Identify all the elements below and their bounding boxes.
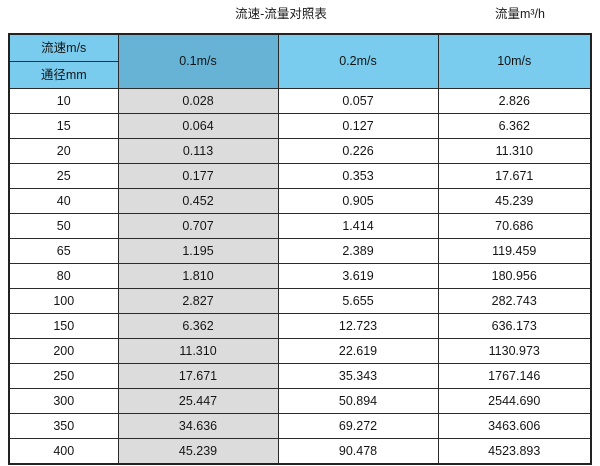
- cell-flow-0.1: 34.636: [117, 413, 279, 439]
- cell-flow-0.2: 0.905: [277, 188, 439, 214]
- table-row: 25 0.177 0.353 17.671: [8, 163, 592, 189]
- corner-header-diameter-label: 通径mm: [8, 61, 119, 89]
- cell-flow-10: 2.826: [437, 88, 592, 114]
- cell-flow-0.2: 3.619: [277, 263, 439, 289]
- corner-header-velocity-label: 流速m/s: [8, 33, 119, 62]
- table-row: 40 0.452 0.905 45.239: [8, 188, 592, 214]
- cell-flow-10: 6.362: [437, 113, 592, 139]
- cell-flow-0.1: 0.028: [117, 88, 279, 114]
- column-header-0: 0.1m/s: [117, 33, 279, 89]
- cell-diameter: 10: [8, 88, 119, 114]
- cell-flow-0.1: 0.707: [117, 213, 279, 239]
- cell-flow-0.2: 1.414: [277, 213, 439, 239]
- cell-flow-0.2: 0.226: [277, 138, 439, 164]
- cell-flow-0.2: 12.723: [277, 313, 439, 339]
- cell-flow-10: 4523.893: [437, 438, 592, 465]
- cell-flow-0.1: 1.810: [117, 263, 279, 289]
- cell-flow-0.2: 2.389: [277, 238, 439, 264]
- header-row-bottom: 通径mm: [8, 61, 591, 89]
- table-row: 50 0.707 1.414 70.686: [8, 213, 592, 239]
- cell-flow-0.1: 25.447: [117, 388, 279, 414]
- flow-velocity-table: 流速m/s 0.1m/s 0.2m/s 10m/s 通径mm 10 0.028 …: [8, 33, 592, 465]
- cell-flow-10: 636.173: [437, 313, 592, 339]
- table-row: 250 17.671 35.343 1767.146: [8, 363, 592, 389]
- cell-flow-0.1: 2.827: [117, 288, 279, 314]
- table-row: 150 6.362 12.723 636.173: [8, 313, 592, 339]
- table-row: 400 45.239 90.478 4523.893: [8, 438, 592, 465]
- table-row: 100 2.827 5.655 282.743: [8, 288, 592, 314]
- table-row: 10 0.028 0.057 2.826: [8, 88, 592, 114]
- cell-diameter: 400: [8, 438, 119, 465]
- cell-diameter: 15: [8, 113, 119, 139]
- cell-diameter: 250: [8, 363, 119, 389]
- table-row: 65 1.195 2.389 119.459: [8, 238, 592, 264]
- page-title: 流速-流量对照表: [235, 7, 327, 21]
- table-row: 80 1.810 3.619 180.956: [8, 263, 592, 289]
- cell-diameter: 25: [8, 163, 119, 189]
- caption-strip: 流速-流量对照表 流量m³/h: [0, 0, 600, 33]
- cell-diameter: 20: [8, 138, 119, 164]
- cell-flow-0.1: 1.195: [117, 238, 279, 264]
- flow-unit-label: 流量m³/h: [494, 7, 545, 21]
- cell-flow-0.2: 22.619: [277, 338, 439, 364]
- cell-flow-0.2: 0.353: [277, 163, 439, 189]
- cell-flow-0.2: 90.478: [277, 438, 439, 465]
- cell-flow-0.2: 35.343: [277, 363, 439, 389]
- cell-diameter: 350: [8, 413, 119, 439]
- cell-diameter: 300: [8, 388, 119, 414]
- cell-flow-0.1: 17.671: [117, 363, 279, 389]
- table-row: 300 25.447 50.894 2544.690: [8, 388, 592, 414]
- cell-flow-10: 1767.146: [437, 363, 592, 389]
- cell-flow-0.1: 11.310: [117, 338, 279, 364]
- cell-flow-0.2: 0.057: [277, 88, 439, 114]
- cell-flow-10: 180.956: [437, 263, 592, 289]
- column-header-2: 10m/s: [437, 33, 592, 89]
- cell-flow-10: 119.459: [437, 238, 592, 264]
- cell-diameter: 40: [8, 188, 119, 214]
- cell-flow-0.1: 6.362: [117, 313, 279, 339]
- cell-flow-0.1: 0.113: [117, 138, 279, 164]
- cell-diameter: 200: [8, 338, 119, 364]
- cell-diameter: 65: [8, 238, 119, 264]
- table-row: 15 0.064 0.127 6.362: [8, 113, 592, 139]
- cell-flow-0.2: 5.655: [277, 288, 439, 314]
- cell-flow-0.1: 45.239: [117, 438, 279, 465]
- cell-diameter: 100: [8, 288, 119, 314]
- cell-flow-10: 70.686: [437, 213, 592, 239]
- cell-flow-0.1: 0.177: [117, 163, 279, 189]
- cell-flow-10: 11.310: [437, 138, 592, 164]
- cell-flow-10: 45.239: [437, 188, 592, 214]
- table-row: 350 34.636 69.272 3463.606: [8, 413, 592, 439]
- table-row: 200 11.310 22.619 1130.973: [8, 338, 592, 364]
- cell-flow-10: 3463.606: [437, 413, 592, 439]
- table-body: 流速m/s 0.1m/s 0.2m/s 10m/s 通径mm 10 0.028 …: [8, 33, 592, 465]
- cell-flow-0.2: 50.894: [277, 388, 439, 414]
- cell-flow-0.2: 69.272: [277, 413, 439, 439]
- cell-flow-10: 17.671: [437, 163, 592, 189]
- cell-diameter: 50: [8, 213, 119, 239]
- cell-diameter: 150: [8, 313, 119, 339]
- cell-flow-10: 2544.690: [437, 388, 592, 414]
- header-row-top: 流速m/s 0.1m/s 0.2m/s 10m/s: [8, 33, 592, 89]
- cell-flow-0.1: 0.064: [117, 113, 279, 139]
- cell-diameter: 80: [8, 263, 119, 289]
- column-header-1: 0.2m/s: [277, 33, 439, 89]
- table-row: 20 0.113 0.226 11.310: [8, 138, 592, 164]
- cell-flow-10: 282.743: [437, 288, 592, 314]
- cell-flow-0.2: 0.127: [277, 113, 439, 139]
- cell-flow-10: 1130.973: [437, 338, 592, 364]
- flow-velocity-table-wrapper: 流速m/s 0.1m/s 0.2m/s 10m/s 通径mm 10 0.028 …: [8, 33, 592, 465]
- cell-flow-0.1: 0.452: [117, 188, 279, 214]
